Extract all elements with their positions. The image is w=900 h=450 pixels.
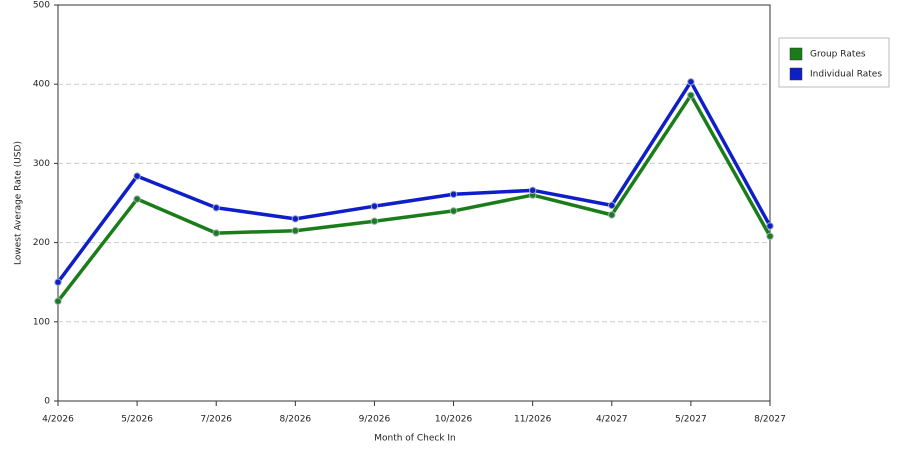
x-tick-label: 7/2026: [200, 415, 232, 425]
x-tick-label: 9/2026: [359, 415, 391, 425]
series-line: [56, 80, 772, 284]
legend-swatch: [789, 47, 803, 61]
legend-label: Individual Rates: [810, 70, 882, 80]
data-point: [766, 232, 774, 240]
data-point: [370, 202, 379, 210]
data-point: [687, 78, 695, 86]
data-point: [766, 222, 774, 230]
y-tick-label: 500: [33, 1, 50, 11]
x-tick-label: 5/2026: [121, 415, 153, 425]
data-point: [291, 227, 300, 235]
data-point: [370, 217, 379, 225]
plot-frame: [57, 4, 771, 402]
x-tick-label: 4/2027: [596, 415, 628, 425]
data-point: [608, 211, 616, 219]
data-point: [449, 190, 458, 198]
y-tick-label: 300: [33, 159, 50, 169]
data-point: [687, 91, 695, 99]
x-tick-label: 8/2026: [279, 415, 311, 425]
series-line: [56, 93, 772, 303]
x-tick-label: 4/2026: [42, 415, 74, 425]
x-axis-title: Month of Check In: [374, 434, 456, 444]
y-axis-title: Lowest Average Rate (USD): [14, 141, 24, 265]
data-point: [54, 297, 62, 305]
legend-swatch: [789, 67, 803, 81]
data-point: [133, 195, 141, 203]
data-point: [449, 207, 458, 215]
data-point: [54, 278, 62, 286]
data-point: [291, 215, 300, 223]
data-point: [212, 204, 220, 212]
data-point: [608, 201, 616, 210]
y-tick-label: 0: [44, 397, 50, 407]
legend-label: Group Rates: [810, 50, 866, 60]
data-point: [212, 229, 220, 237]
y-tick-label: 200: [33, 238, 50, 248]
y-tick-label: 400: [33, 80, 50, 90]
x-tick-label: 10/2026: [435, 415, 473, 425]
data-point: [528, 186, 537, 195]
x-tick-label: 8/2027: [754, 415, 786, 425]
x-tick-label: 5/2027: [675, 415, 707, 425]
x-tick-label: 11/2026: [514, 415, 552, 425]
y-tick-label: 100: [33, 317, 50, 327]
data-point: [133, 172, 141, 180]
